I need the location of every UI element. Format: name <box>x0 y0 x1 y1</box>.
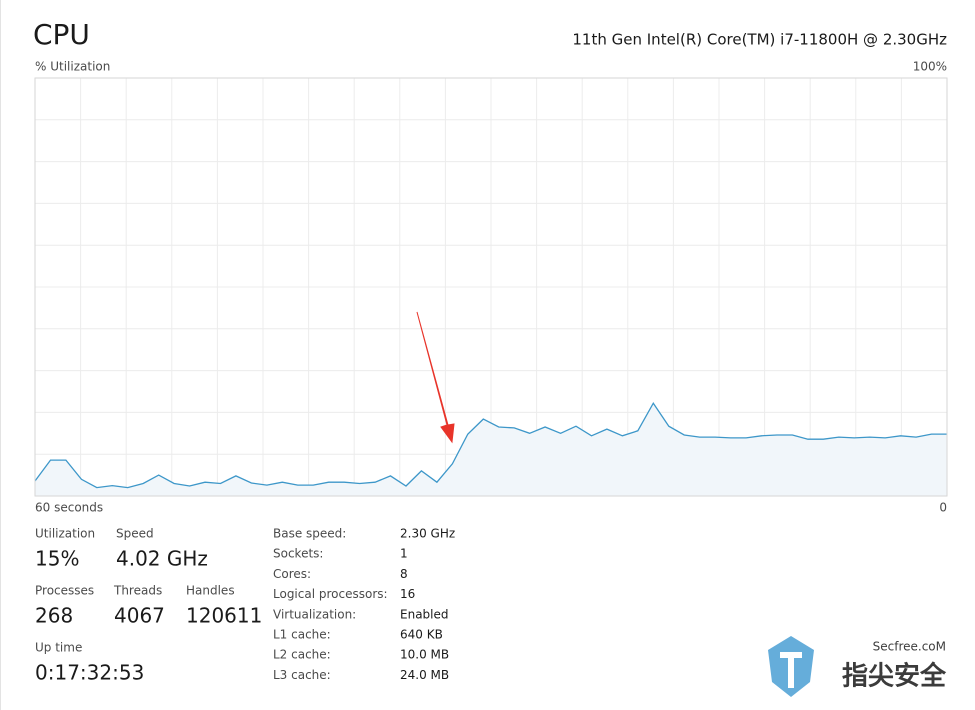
stat-value: 15% <box>35 547 79 571</box>
stat-label: Utilization <box>35 527 95 541</box>
detail-label: Cores: <box>273 567 311 581</box>
detail-label: L2 cache: <box>273 648 331 662</box>
x-tick-label: 60 seconds <box>35 501 103 515</box>
watermark-logo-mark <box>780 652 802 688</box>
watermark-site: Secfree.coM <box>873 640 946 654</box>
annotation-arrow <box>416 311 455 444</box>
detail-value: 24.0 MB <box>400 668 449 682</box>
detail-label: L1 cache: <box>273 628 331 642</box>
watermark-brand: 指尖安全 <box>842 661 947 692</box>
stat-value: 4.02 GHz <box>116 547 208 571</box>
detail-value: 2.30 GHz <box>400 527 455 541</box>
detail-value: Enabled <box>400 607 449 621</box>
stat-label: Speed <box>116 527 154 541</box>
detail-label: Sockets: <box>273 547 323 561</box>
stat-value: 4067 <box>114 604 165 628</box>
y-tick-label: 100% <box>913 60 947 74</box>
detail-value: 10.0 MB <box>400 648 449 662</box>
detail-value: 16 <box>400 587 415 601</box>
chart-border <box>34 77 948 497</box>
stat-label: Handles <box>186 584 235 598</box>
processor-name: 11th Gen Intel(R) Core(TM) i7-11800H @ 2… <box>572 31 947 49</box>
detail-value: 1 <box>400 547 408 561</box>
detail-value: 8 <box>400 567 408 581</box>
stat-value: 268 <box>35 604 73 628</box>
stat-label: Threads <box>113 584 162 598</box>
area-fill <box>35 403 947 496</box>
detail-label: Base speed: <box>273 527 346 541</box>
stat-value: 0:17:32:53 <box>35 661 144 685</box>
stats: Utilization 15% Speed 4.02 GHz Processes 268 T… <box>35 527 455 685</box>
x-tick-label: 0 <box>939 501 947 515</box>
y-axis-label: % Utilization <box>35 60 110 74</box>
cpu-line <box>34 401 947 489</box>
watermark: Secfree.coM 指尖安全 <box>768 636 947 697</box>
stat-label: Up time <box>35 641 82 655</box>
stat-label: Processes <box>35 584 94 598</box>
detail-value: 640 KB <box>400 628 443 642</box>
stat-value: 120611 <box>186 604 262 628</box>
title: CPU <box>33 18 90 51</box>
detail-label: L3 cache: <box>273 668 331 682</box>
detail-label: Logical processors: <box>273 587 388 601</box>
detail-label: Virtualization: <box>273 607 356 621</box>
chart: 100% 60 seconds 0 <box>34 60 948 515</box>
